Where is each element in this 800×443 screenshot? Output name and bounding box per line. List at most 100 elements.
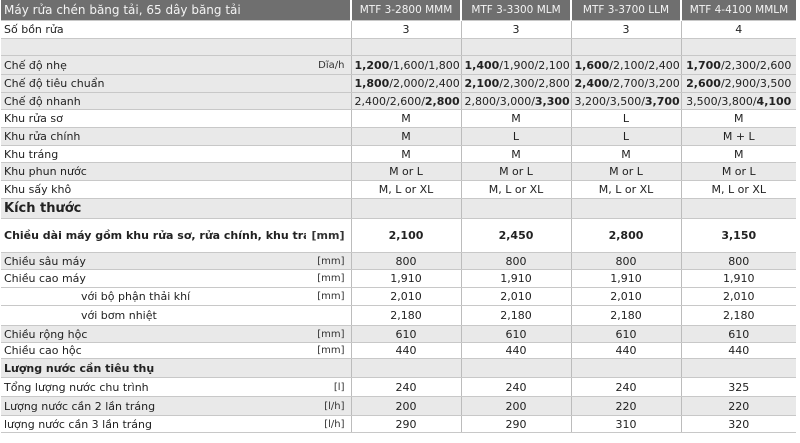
row-unit — [306, 162, 351, 181]
value-text: 2,010 — [723, 290, 755, 303]
row-label: Khu rửa sơ — [1, 109, 306, 128]
value-text: 3,200/3,500/ — [574, 94, 645, 108]
value-cell: M — [350, 109, 461, 128]
value-text: 2,180 — [500, 309, 532, 322]
value-text: 1,910 — [500, 272, 532, 285]
value-cell — [570, 358, 681, 378]
value-text: 3,500/3,800/ — [686, 94, 757, 108]
value-cell: 240 — [460, 377, 571, 397]
row-label: Khu tráng — [1, 145, 306, 163]
value-text: 240 — [395, 380, 417, 394]
value-cell: 220 — [570, 396, 681, 416]
value-cell: M, L or XL — [350, 180, 461, 199]
value-cell: 2,600/2,900/3,500 — [680, 74, 796, 93]
value-cell: 310 — [570, 415, 681, 433]
row-unit: [l] — [306, 377, 351, 397]
value-text: M — [401, 147, 411, 161]
value-cell — [460, 38, 571, 56]
value-cell: 1,700/2,300/2,600 — [680, 55, 796, 75]
value-text: M or L — [609, 165, 643, 178]
value-text: 310 — [615, 417, 637, 431]
table-row: Chế độ nhẹ Dĩa/h 1,200/1,600/1,800 1,400/1,… — [1, 55, 796, 75]
value-cell — [680, 38, 796, 56]
value-cell: 1,600/2,100/2,400 — [570, 55, 681, 75]
value-text: 290 — [395, 417, 417, 431]
row-unit — [306, 358, 351, 378]
value-text: 3 — [622, 23, 630, 36]
value-cell: 3 — [570, 20, 681, 39]
header-row: Máy rửa chén băng tải, 65 dây băng tải M… — [1, 0, 796, 21]
value-cell: 325 — [680, 377, 796, 397]
value-cell: 240 — [350, 377, 461, 397]
table-row: Chiều cao máy [mm] 1,910 1,910 1,910 1,910 — [1, 269, 796, 288]
value-bold: 1,200 — [354, 58, 390, 72]
value-text: 4 — [735, 23, 743, 36]
value-text: 610 — [728, 327, 750, 341]
value-text: M, L or XL — [488, 183, 544, 196]
value-text: 440 — [728, 344, 750, 357]
value-cell: 1,200/1,600/1,800 — [350, 55, 461, 75]
table-row: Chiều cao hộc [mm] 440 440 440 440 — [1, 342, 796, 359]
value-bold: 4,100 — [756, 94, 792, 108]
value-cell: 610 — [460, 325, 571, 343]
value-text: L — [622, 112, 630, 125]
value-cell: 800 — [460, 252, 571, 270]
value-text: 2,180 — [390, 309, 422, 322]
value-text: 2,100 — [388, 229, 424, 242]
value-text: /1,900/2,100 — [499, 58, 570, 72]
row-label: lượng nước cần 3 lần tráng — [1, 415, 306, 433]
row-unit — [306, 305, 351, 326]
value-cell: 3,150 — [680, 218, 796, 253]
value-cell: 610 — [680, 325, 796, 343]
value-cell: M, L or XL — [570, 180, 681, 199]
value-text: 325 — [728, 380, 750, 394]
model-header: MTF 3-3700 LLM — [570, 0, 681, 21]
value-cell: 2,010 — [570, 287, 681, 306]
value-text: 800 — [505, 254, 527, 268]
value-bold: 3,700 — [644, 94, 680, 108]
value-text: 2,010 — [610, 290, 642, 303]
value-cell: 610 — [570, 325, 681, 343]
value-text: 610 — [395, 327, 417, 341]
value-cell: 440 — [460, 342, 571, 359]
row-label: Kích thước — [1, 198, 306, 219]
value-cell: M + L — [680, 127, 796, 146]
value-cell: 800 — [350, 252, 461, 270]
value-text: 2,010 — [390, 290, 422, 303]
value-cell — [570, 38, 681, 56]
value-text: 800 — [728, 254, 750, 268]
value-cell: 290 — [460, 415, 571, 433]
value-text: M — [511, 112, 521, 125]
value-cell — [570, 198, 681, 219]
value-text: M or L — [721, 165, 756, 178]
row-label: Chiều dài máy gồm khu rửa sơ, rửa chính,… — [1, 218, 306, 253]
table-row: Khu sấy khô M, L or XL M, L or XL M, L or X… — [1, 180, 796, 199]
value-text: 440 — [615, 344, 637, 357]
value-cell — [350, 38, 461, 56]
value-cell: M — [460, 109, 571, 128]
value-text: 1,910 — [723, 272, 755, 285]
value-cell: M or L — [460, 162, 571, 181]
row-label: Chế độ tiêu chuẩn — [1, 74, 306, 93]
value-text: /2,300/2,600 — [720, 58, 792, 72]
value-cell: 2,800 — [570, 218, 681, 253]
value-text: 1,910 — [390, 272, 422, 285]
table-row: Tổng lượng nước chu trình [l] 240 240 240 325 — [1, 377, 796, 397]
table-row: Chiều rộng hộc [mm] 610 610 610 610 — [1, 325, 796, 343]
row-unit: [mm] — [306, 252, 351, 270]
value-bold: 1,400 — [464, 58, 500, 72]
value-cell: 440 — [680, 342, 796, 359]
row-label: Chiều cao máy — [1, 269, 306, 288]
value-cell — [680, 358, 796, 378]
table-row: Khu phun nước M or L M or L M or L M or L — [1, 162, 796, 181]
value-text: 3 — [402, 23, 410, 36]
value-bold: 2,600 — [686, 77, 721, 90]
value-cell: 2,800/3,000/3,300 — [460, 92, 571, 110]
row-unit — [306, 92, 351, 110]
value-text: 2,180 — [610, 309, 642, 322]
value-cell: 2,010 — [680, 287, 796, 306]
row-unit — [306, 145, 351, 163]
value-cell: 2,180 — [680, 305, 796, 326]
value-cell: 2,100/2,300/2,800 — [460, 74, 571, 93]
